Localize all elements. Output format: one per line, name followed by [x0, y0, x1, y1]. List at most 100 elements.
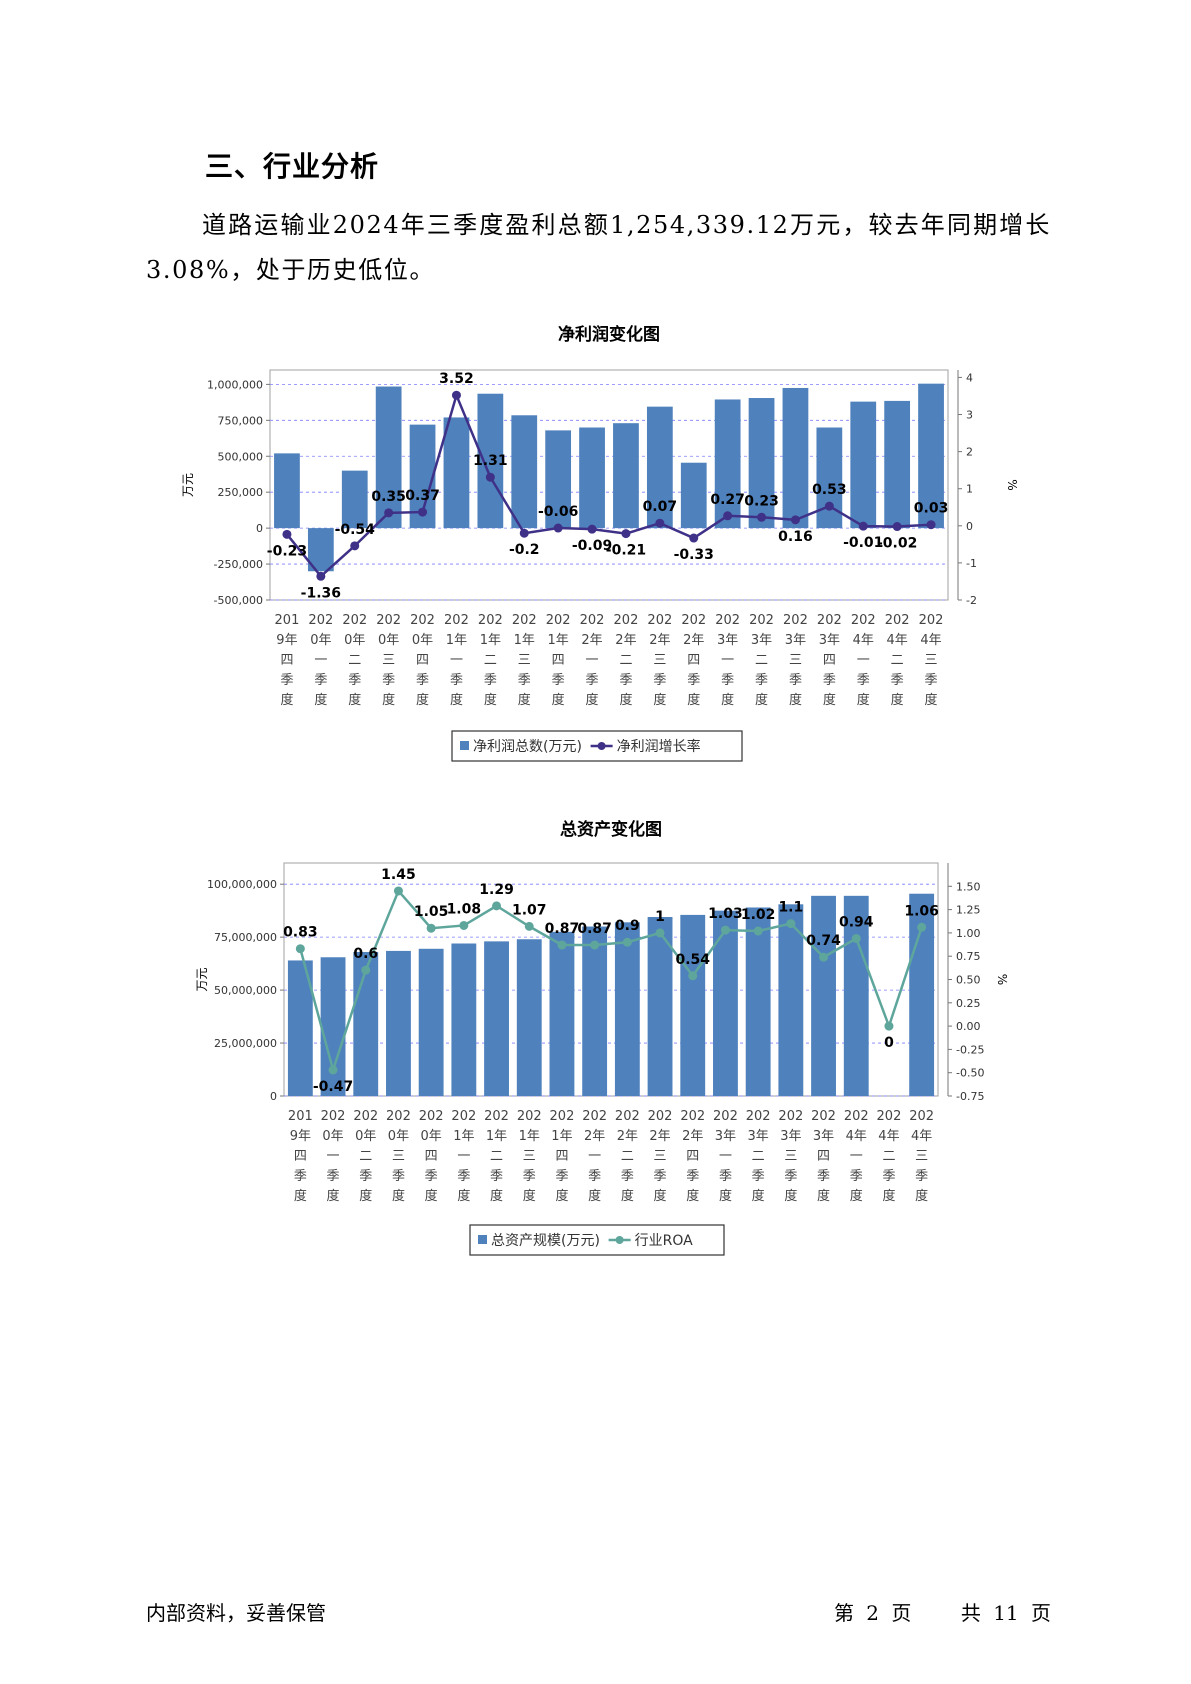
x-tick-label: 度 [359, 1188, 372, 1204]
line-point [418, 507, 428, 517]
x-tick-label: 一 [327, 1149, 340, 1164]
line-point [492, 901, 502, 911]
data-label: 1.29 [479, 882, 514, 898]
x-tick-label: 3年 [715, 1129, 736, 1144]
x-tick-label: 季 [915, 1169, 928, 1184]
line-point [451, 390, 461, 400]
line-point [858, 521, 868, 531]
x-tick-label: 202 [647, 613, 672, 628]
x-tick-label: 三 [382, 653, 395, 668]
x-tick-label: 二 [484, 653, 497, 668]
x-tick-label: 202 [580, 613, 605, 628]
bar [274, 453, 300, 529]
x-tick-label: 202 [484, 1109, 509, 1124]
y2-tick-label: -0.75 [956, 1090, 984, 1103]
x-tick-label: 季 [687, 673, 700, 688]
chart-svg: 净利润变化图 1,000,000 750,000 500,000 250,000 0 -25… [181, 324, 1019, 762]
x-tick-label: 度 [552, 692, 565, 708]
x-tick-label: 度 [490, 1188, 503, 1204]
x-tick-label: 202 [713, 1109, 738, 1124]
data-label: -0.47 [313, 1079, 353, 1095]
x-tick-label: 1年 [486, 1129, 507, 1144]
x-tick-label: 202 [851, 613, 876, 628]
x-tick-label: 202 [376, 613, 401, 628]
x-tick-label: 202 [386, 1109, 411, 1124]
total-word: 页 [1031, 1601, 1051, 1625]
x-tick-label: 季 [552, 673, 565, 688]
x-tick-label: 202 [919, 613, 944, 628]
y2-tick-label: 1 [966, 483, 973, 496]
x-tick-label: 4年 [887, 633, 908, 648]
x-tick-label: 季 [925, 673, 938, 688]
footer-confidential-note: 内部资料，妥善保管 [146, 1601, 326, 1625]
x-tick-label: 一 [721, 653, 734, 668]
x-tick-label: 202 [885, 613, 910, 628]
bar [680, 914, 706, 1096]
bar [811, 895, 836, 1096]
x-tick-label: 0年 [310, 633, 331, 648]
x-tick-label: 四 [817, 1149, 830, 1164]
x-tick-label: 季 [789, 673, 802, 688]
x-tick-label: 2年 [649, 1129, 670, 1144]
x-tick-label: 度 [416, 692, 429, 708]
bar [748, 398, 775, 529]
x-tick-label: 202 [615, 1109, 640, 1124]
x-tick-label: 202 [817, 613, 842, 628]
bar [549, 931, 575, 1096]
x-tick-label: 三 [925, 653, 938, 668]
x-tick-label: 3年 [819, 633, 840, 648]
x-tick-label: 一 [450, 653, 463, 668]
line-point [917, 922, 927, 932]
x-tick-label: 4年 [920, 633, 941, 648]
legend-bar-swatch [460, 741, 469, 750]
x-tick-label: 一 [719, 1149, 732, 1164]
y-tick-label: 100,000,000 [207, 878, 277, 891]
x-tick-label: 四 [687, 653, 700, 668]
data-label: -0.21 [606, 543, 646, 559]
data-label: 0.53 [812, 482, 847, 498]
line-point [621, 529, 631, 539]
x-tick-label: 202 [877, 1109, 902, 1124]
x-tick-label: 202 [749, 613, 774, 628]
y-tick-label: 25,000,000 [214, 1037, 277, 1050]
data-label: 0.03 [914, 501, 949, 517]
bar [850, 401, 877, 529]
x-tick-label: 1年 [453, 1129, 474, 1144]
bar [647, 917, 673, 1096]
data-label: 1.03 [708, 906, 743, 922]
data-label: 1.31 [473, 453, 508, 469]
line-point [524, 921, 534, 931]
x-tick-label: 度 [823, 692, 836, 708]
x-tick-label: 4年 [878, 1129, 899, 1144]
page-word: 页 [891, 1601, 912, 1625]
x-tick-label: 度 [789, 692, 802, 708]
line-point [757, 512, 767, 522]
x-tick-label: 二 [752, 1149, 765, 1164]
x-tick-label: 0年 [322, 1129, 343, 1144]
data-label: 0.9 [615, 918, 640, 934]
data-label: 0.37 [405, 488, 440, 504]
bar [386, 950, 411, 1096]
x-tick-label: 度 [721, 692, 734, 708]
x-tick-label: 季 [425, 1169, 438, 1184]
x-tick-label: 季 [518, 673, 531, 688]
x-tick-label: 1年 [480, 633, 501, 648]
y2-axis-label: % [1005, 479, 1019, 490]
line-point [587, 524, 597, 534]
x-tick-label: 202 [746, 1109, 771, 1124]
y2-tick-label: -0.25 [956, 1043, 984, 1056]
x-tick-label: 9年 [276, 633, 297, 648]
x-tick-label: 一 [586, 653, 599, 668]
x-tick-label: 202 [546, 613, 571, 628]
line-point [892, 522, 902, 532]
x-tick-label: 度 [719, 1188, 732, 1204]
series-line [285, 391, 932, 579]
x-tick-label: 二 [348, 653, 361, 668]
x-tick-label: 二 [621, 1149, 634, 1164]
y-tick-label: 250,000 [218, 486, 264, 499]
x-tick-label: 季 [752, 1169, 765, 1184]
data-label: 0.6 [353, 946, 378, 962]
line-point [590, 940, 600, 950]
x-tick-label: 202 [582, 1109, 607, 1124]
y2-tick-label: -0.50 [956, 1067, 984, 1080]
